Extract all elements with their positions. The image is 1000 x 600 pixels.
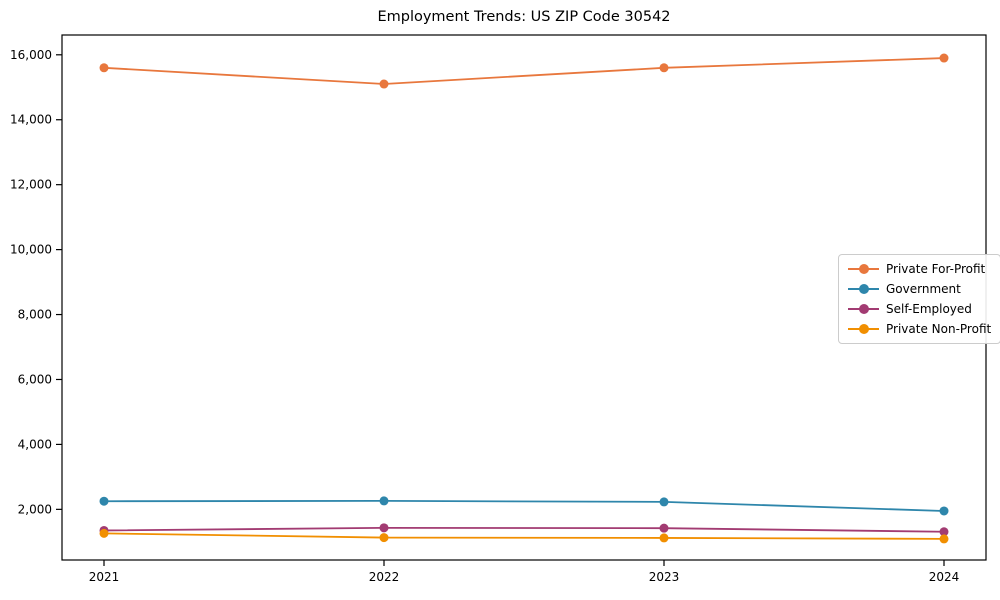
legend-marker-icon xyxy=(848,324,879,334)
x-axis-tick-label: 2022 xyxy=(369,570,400,584)
y-axis-tick-label: 4,000 xyxy=(18,437,52,451)
legend-label-government: Government xyxy=(886,282,961,296)
data-point-government-2021 xyxy=(99,496,109,506)
data-point-private-non-profit-2021 xyxy=(99,528,109,538)
y-axis-tick-label: 12,000 xyxy=(10,178,52,192)
legend-label-private-non-profit: Private Non-Profit xyxy=(886,322,992,336)
y-axis-tick-label: 16,000 xyxy=(10,48,52,62)
data-point-private-for-profit-2024 xyxy=(939,53,949,63)
legend-item-private-for-profit: Private For-Profit xyxy=(848,261,991,277)
data-point-private-non-profit-2022 xyxy=(379,533,389,543)
series-line-private-for-profit xyxy=(103,57,945,85)
x-axis-tick-label: 2024 xyxy=(929,570,960,584)
legend-marker-icon xyxy=(848,284,879,294)
data-point-private-for-profit-2023 xyxy=(659,63,669,73)
legend-item-private-non-profit: Private Non-Profit xyxy=(848,321,991,337)
data-point-private-non-profit-2024 xyxy=(939,534,949,544)
y-axis-tick-label: 2,000 xyxy=(18,502,52,516)
legend-item-government: Government xyxy=(848,281,991,297)
legend-label-self-employed: Self-Employed xyxy=(886,302,972,316)
series-line-self-employed xyxy=(103,526,945,533)
legend-label-private-for-profit: Private For-Profit xyxy=(886,262,986,276)
data-point-government-2023 xyxy=(659,497,669,507)
legend-marker-icon xyxy=(848,304,879,314)
y-axis-tick-label: 6,000 xyxy=(18,372,52,386)
y-axis-tick-label: 10,000 xyxy=(10,243,52,257)
data-point-government-2022 xyxy=(379,496,389,506)
data-point-private-non-profit-2023 xyxy=(659,533,669,543)
data-point-government-2024 xyxy=(939,506,949,516)
series-line-government xyxy=(103,500,945,512)
legend-marker-icon xyxy=(848,264,879,274)
y-axis-tick-label: 14,000 xyxy=(10,113,52,127)
data-point-private-for-profit-2021 xyxy=(99,63,109,73)
data-point-private-for-profit-2022 xyxy=(379,79,389,89)
x-axis-tick-label: 2023 xyxy=(649,570,680,584)
chart-legend: Private For-Profit Government Self-Employe… xyxy=(838,254,1000,344)
y-axis-tick-label: 8,000 xyxy=(18,308,52,322)
data-point-self-employed-2022 xyxy=(379,523,389,533)
series-line-private-non-profit xyxy=(103,532,945,540)
data-point-self-employed-2023 xyxy=(659,523,669,533)
x-axis-tick-label: 2021 xyxy=(89,570,120,584)
legend-item-self-employed: Self-Employed xyxy=(848,301,991,317)
chart-title: Employment Trends: US ZIP Code 30542 xyxy=(377,9,671,25)
data-point-self-employed-2024 xyxy=(939,527,949,537)
